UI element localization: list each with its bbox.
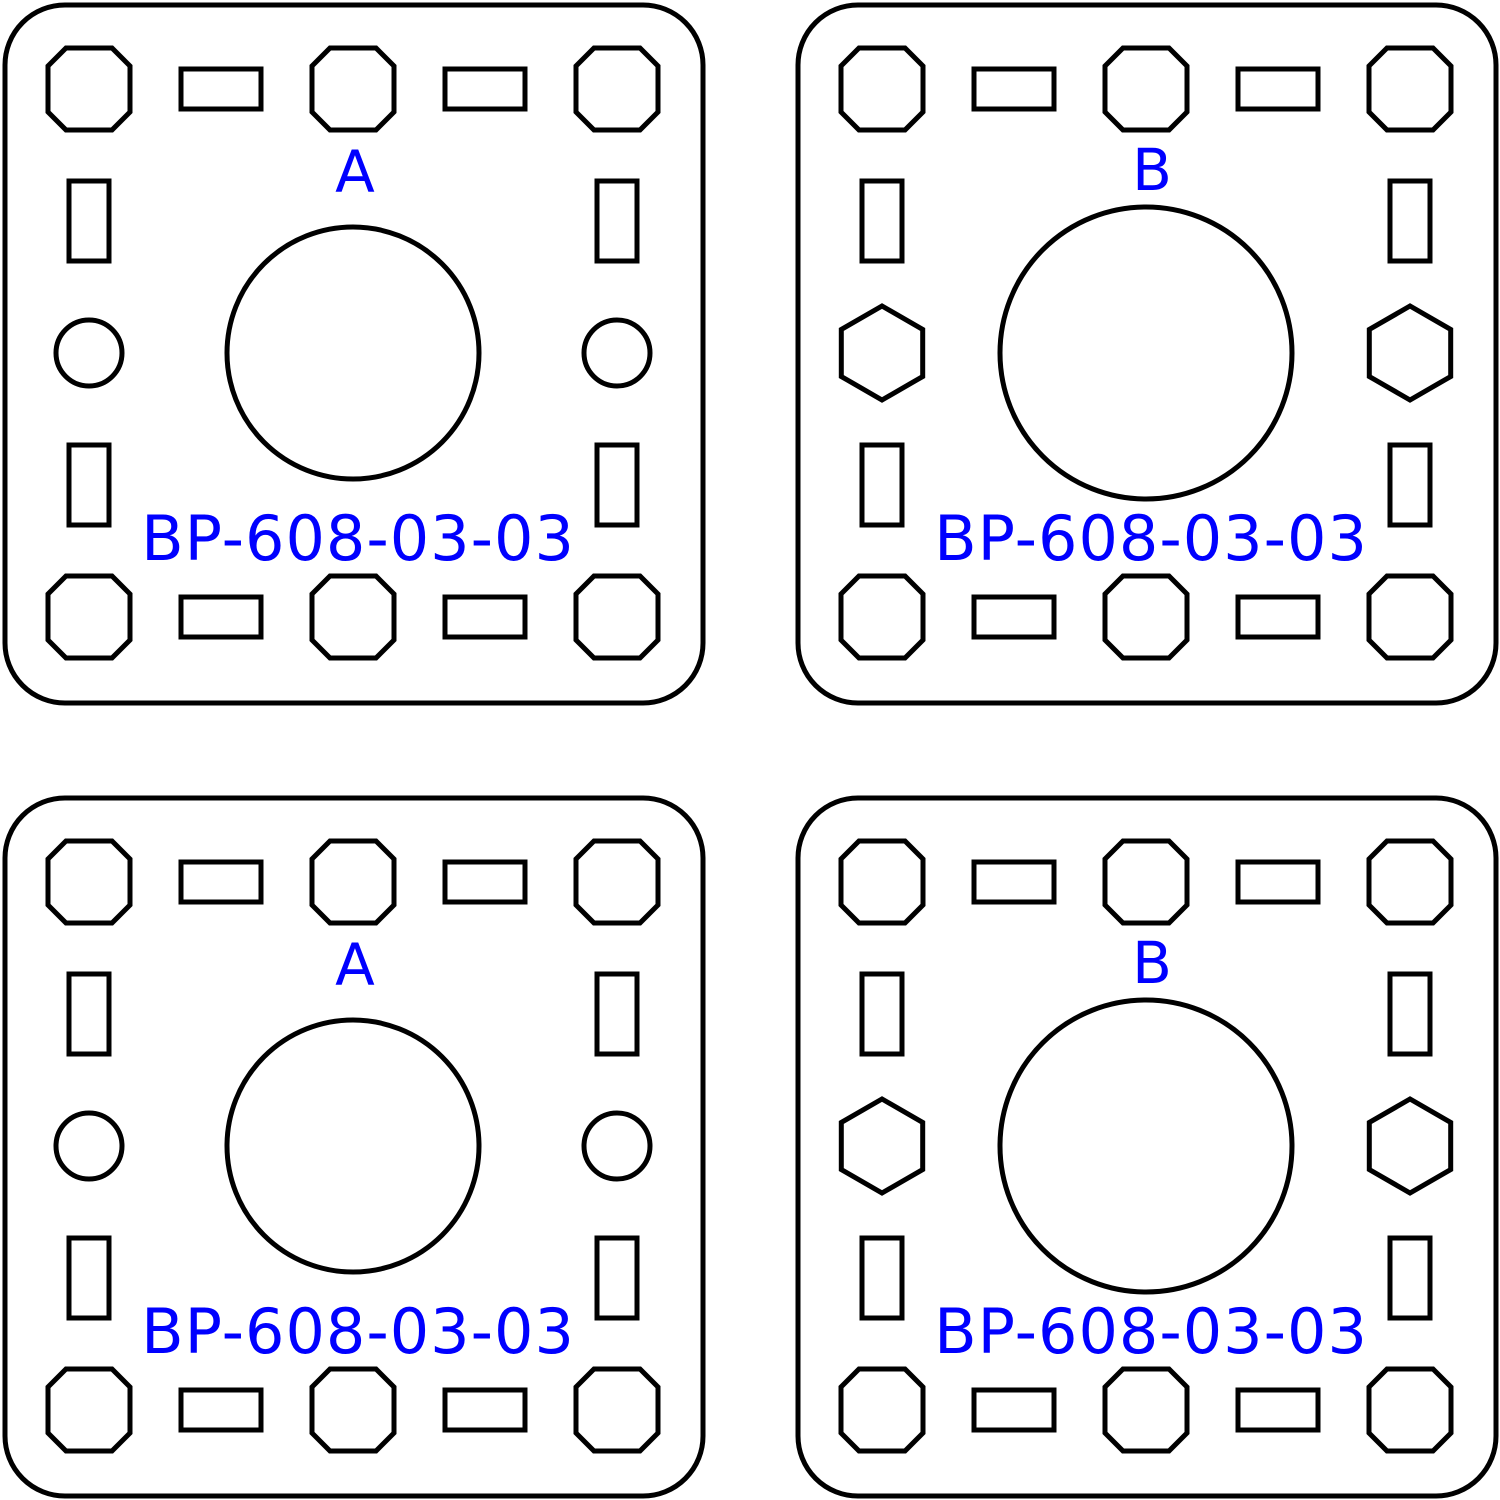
- horizontal-slot: [442, 859, 528, 905]
- vertical-slot: [859, 442, 905, 528]
- vertical-slot: [66, 178, 112, 264]
- octagon-icon: [573, 45, 661, 133]
- hexagon-icon: [838, 1096, 926, 1196]
- octagon-icon: [309, 45, 397, 133]
- circle-icon: [53, 317, 125, 389]
- horizontal-slot: [1235, 1387, 1321, 1433]
- center-bore: [997, 997, 1295, 1295]
- vertical-slot: [859, 1235, 905, 1321]
- vertical-slot: [859, 971, 905, 1057]
- horizontal-slot: [442, 1387, 528, 1433]
- hexagon-icon: [1366, 1096, 1454, 1196]
- octagon-icon: [1102, 1366, 1190, 1454]
- octagon-icon: [1102, 45, 1190, 133]
- variant-letter: B: [1132, 136, 1172, 204]
- center-bore: [997, 204, 1295, 502]
- vertical-slot: [66, 971, 112, 1057]
- plate-bottom-right: B BP-608-03-03: [795, 795, 1499, 1499]
- horizontal-slot: [1235, 859, 1321, 905]
- octagon-icon: [838, 45, 926, 133]
- octagon-icon: [45, 45, 133, 133]
- plate-outline: [795, 795, 1499, 1499]
- octagon-icon: [573, 838, 661, 926]
- variant-letter: A: [335, 138, 375, 206]
- vertical-slot: [594, 971, 640, 1057]
- horizontal-slot: [971, 859, 1057, 905]
- plate-bottom-left: A BP-608-03-03: [2, 795, 706, 1499]
- vertical-slot: [594, 178, 640, 264]
- octagon-icon: [838, 1366, 926, 1454]
- vertical-slot: [1387, 1235, 1433, 1321]
- octagon-icon: [309, 838, 397, 926]
- octagon-icon: [1366, 1366, 1454, 1454]
- part-number-label: BP-608-03-03: [934, 1295, 1368, 1368]
- horizontal-slot: [442, 594, 528, 640]
- horizontal-slot: [971, 1387, 1057, 1433]
- vertical-slot: [66, 442, 112, 528]
- part-number-label: BP-608-03-03: [141, 1295, 575, 1368]
- plate-outline: [2, 2, 706, 706]
- horizontal-slot: [178, 859, 264, 905]
- vertical-slot: [66, 1235, 112, 1321]
- vertical-slot: [1387, 178, 1433, 264]
- part-number-label: BP-608-03-03: [934, 502, 1368, 575]
- horizontal-slot: [971, 594, 1057, 640]
- vertical-slot: [594, 1235, 640, 1321]
- plate-outline: [2, 795, 706, 1499]
- vertical-slot: [1387, 442, 1433, 528]
- plate-outline: [795, 2, 1499, 706]
- center-bore: [224, 1017, 482, 1275]
- circle-icon: [581, 1110, 653, 1182]
- octagon-icon: [309, 573, 397, 661]
- vertical-slot: [859, 178, 905, 264]
- horizontal-slot: [178, 66, 264, 112]
- octagon-icon: [1366, 573, 1454, 661]
- horizontal-slot: [1235, 66, 1321, 112]
- octagon-icon: [1366, 838, 1454, 926]
- variant-letter: A: [335, 931, 375, 999]
- plate-top-right: B BP-608-03-03: [795, 2, 1499, 706]
- center-bore: [224, 224, 482, 482]
- octagon-icon: [1366, 45, 1454, 133]
- hexagon-icon: [838, 303, 926, 403]
- horizontal-slot: [178, 1387, 264, 1433]
- vertical-slot: [1387, 971, 1433, 1057]
- horizontal-slot: [442, 66, 528, 112]
- horizontal-slot: [1235, 594, 1321, 640]
- horizontal-slot: [971, 66, 1057, 112]
- horizontal-slot: [178, 594, 264, 640]
- octagon-icon: [1102, 838, 1190, 926]
- octagon-icon: [45, 1366, 133, 1454]
- octagon-icon: [45, 838, 133, 926]
- octagon-icon: [573, 573, 661, 661]
- octagon-icon: [838, 573, 926, 661]
- octagon-icon: [573, 1366, 661, 1454]
- octagon-icon: [45, 573, 133, 661]
- hexagon-icon: [1366, 303, 1454, 403]
- octagon-icon: [1102, 573, 1190, 661]
- octagon-icon: [309, 1366, 397, 1454]
- vertical-slot: [594, 442, 640, 528]
- octagon-icon: [838, 838, 926, 926]
- circle-icon: [53, 1110, 125, 1182]
- plate-top-left: A BP-608-03-03: [2, 2, 706, 706]
- circle-icon: [581, 317, 653, 389]
- part-number-label: BP-608-03-03: [141, 502, 575, 575]
- variant-letter: B: [1132, 929, 1172, 997]
